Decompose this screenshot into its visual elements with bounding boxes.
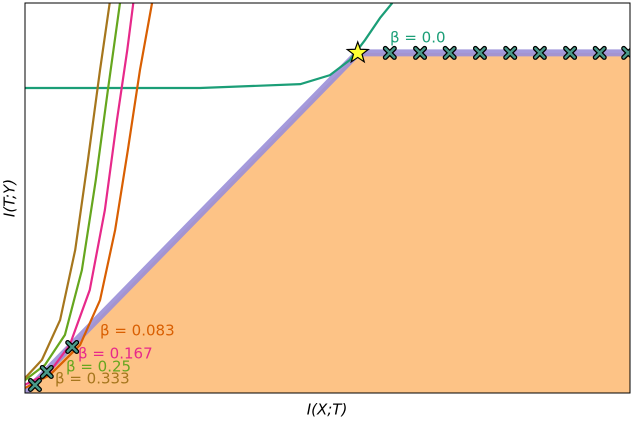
cross-marker [382, 45, 397, 60]
cross-marker [503, 45, 518, 60]
curve [25, 3, 394, 90]
cross-marker [621, 45, 630, 60]
beta-label: β = 0.083 [100, 322, 175, 340]
beta-label: β = 0.333 [55, 370, 130, 388]
cross-marker [413, 45, 428, 60]
cross-marker [27, 378, 42, 393]
cross-fill [66, 341, 78, 353]
beta-label: β = 0.25 [66, 358, 131, 376]
plot-area [25, 3, 630, 393]
cross-fill [414, 47, 426, 59]
beta-label: β = 0.167 [78, 345, 153, 363]
cross-marker [532, 45, 547, 60]
cross-fill [564, 47, 576, 59]
curve [25, 3, 122, 382]
cross-fill [29, 379, 41, 391]
cross-fill [443, 47, 456, 59]
cross-fill [534, 47, 546, 59]
cross-marker [39, 364, 54, 379]
cross-marker [563, 45, 578, 60]
cross-fill [622, 47, 630, 59]
feasible-region [25, 52, 630, 393]
star-marker [345, 40, 370, 64]
x-axis-label: I(X;T) [307, 401, 348, 419]
cross-marker [592, 45, 607, 60]
cross-marker [472, 45, 487, 60]
curve [25, 3, 111, 379]
cross-fill [504, 47, 516, 59]
cross-fill [41, 366, 53, 378]
curve [25, 3, 154, 389]
cross-marker [442, 45, 457, 60]
y-axis-label: I(T;Y) [1, 179, 19, 217]
cross-marker [65, 339, 80, 354]
cross-fill [384, 47, 396, 59]
cross-fill [594, 47, 606, 59]
frame [24, 2, 631, 394]
cross-fill [474, 47, 486, 59]
beta-label: β = 0.0 [390, 29, 446, 47]
